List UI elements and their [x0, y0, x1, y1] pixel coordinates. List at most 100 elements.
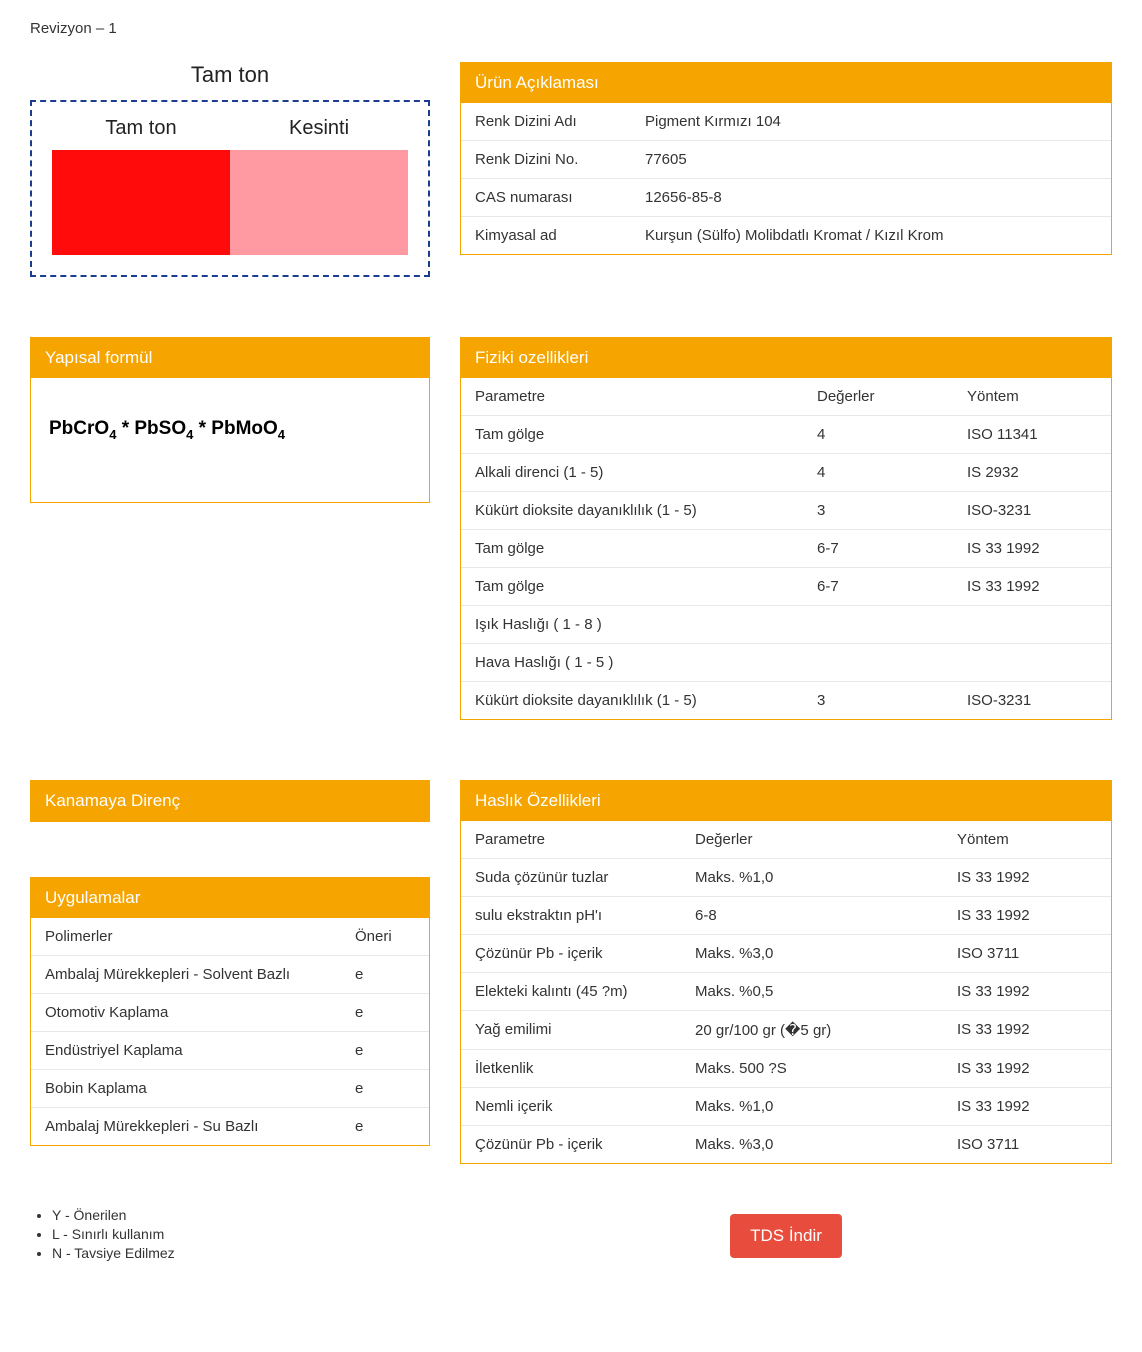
download-button[interactable]: TDS İndir: [730, 1214, 842, 1258]
fastness-c2: 20 gr/100 gr (�5 gr): [695, 1021, 957, 1039]
fastness-row: Suda çözünür tuzlarMaks. %1,0IS 33 1992: [461, 859, 1111, 897]
physical-c2: [817, 616, 967, 633]
physical-c2: 3: [817, 692, 967, 709]
physical-c3: [967, 616, 1097, 633]
applications-body: PolimerlerÖneriAmbalaj Mürekkepleri - So…: [31, 918, 429, 1145]
physical-c1: Tam gölge: [475, 578, 817, 595]
physical-c2: 4: [817, 426, 967, 443]
applications-c2: e: [355, 1118, 415, 1135]
fastness-c1: Nemli içerik: [475, 1098, 695, 1115]
physical-h-c2: Değerler: [817, 388, 967, 405]
fastness-c1: sulu ekstraktın pH'ı: [475, 907, 695, 924]
fastness-row: İletkenlikMaks. 500 ?SIS 33 1992: [461, 1050, 1111, 1088]
physical-body: ParametreDeğerlerYöntemTam gölge4ISO 113…: [461, 378, 1111, 719]
fastness-row: Elekteki kalıntı (45 ?m)Maks. %0,5IS 33 …: [461, 973, 1111, 1011]
physical-c1: Alkali direnci (1 - 5): [475, 464, 817, 481]
physical-c3: ISO-3231: [967, 692, 1097, 709]
product-desc-title: Ürün Açıklaması: [461, 63, 1111, 103]
applications-row: Otomotiv Kaplamae: [31, 994, 429, 1032]
physical-c2: 6-7: [817, 578, 967, 595]
swatch-section: Tam ton Tam ton Kesinti: [30, 62, 430, 277]
physical-c3: IS 33 1992: [967, 578, 1097, 595]
fastness-c1: İletkenlik: [475, 1060, 695, 1077]
physical-c1: Tam gölge: [475, 540, 817, 557]
product-desc-row: CAS numarası12656-85-8: [461, 179, 1111, 217]
applications-row: Ambalaj Mürekkepleri - Su Bazlıe: [31, 1108, 429, 1145]
physical-section: Fiziki ozellikleri ParametreDeğerlerYönt…: [460, 337, 1112, 720]
fastness-row: Çözünür Pb - içerikMaks. %3,0ISO 3711: [461, 1126, 1111, 1163]
applications-row: Ambalaj Mürekkepleri - Solvent Bazlıe: [31, 956, 429, 994]
download-wrap: TDS İndir: [460, 1214, 1112, 1264]
physical-row: Tam gölge4ISO 11341: [461, 416, 1111, 454]
fastness-c1: Suda çözünür tuzlar: [475, 869, 695, 886]
product-desc-value: Pigment Kırmızı 104: [645, 113, 1097, 130]
fastness-c3: IS 33 1992: [957, 907, 1097, 924]
physical-row: Hava Haslığı ( 1 - 5 ): [461, 644, 1111, 682]
fastness-c2: Maks. %0,5: [695, 983, 957, 1000]
product-desc-row: Renk Dizini AdıPigment Kırmızı 104: [461, 103, 1111, 141]
product-desc-value: Kurşun (Sülfo) Molibdatlı Kromat / Kızıl…: [645, 227, 1097, 244]
legend-item: N - Tavsiye Edilmez: [52, 1245, 430, 1261]
fastness-section: Haslık Özellikleri ParametreDeğerlerYönt…: [460, 780, 1112, 1164]
fastness-row: Nemli içerikMaks. %1,0IS 33 1992: [461, 1088, 1111, 1126]
swatch-colors: [52, 150, 408, 255]
fastness-row: Çözünür Pb - içerikMaks. %3,0ISO 3711: [461, 935, 1111, 973]
physical-row: Kükürt dioksite dayanıklılık (1 - 5)3ISO…: [461, 682, 1111, 719]
legend: Y - Önerilen L - Sınırlı kullanım N - Tavs…: [30, 1204, 430, 1264]
physical-row: Kükürt dioksite dayanıklılık (1 - 5)3ISO…: [461, 492, 1111, 530]
fastness-c3: ISO 3711: [957, 1136, 1097, 1153]
fastness-c1: Yağ emilimi: [475, 1021, 695, 1039]
swatch-left-color: [52, 150, 230, 255]
physical-row: Işık Haslığı ( 1 - 8 ): [461, 606, 1111, 644]
applications-h-c1: Polimerler: [45, 928, 355, 945]
product-desc-label: Renk Dizini No.: [475, 151, 645, 168]
fastness-panel: Haslık Özellikleri ParametreDeğerlerYönt…: [460, 780, 1112, 1164]
physical-c2: [817, 654, 967, 671]
row-3: Kanamaya Direnç Uygulamalar PolimerlerÖn…: [30, 780, 1112, 1164]
swatch-box: Tam ton Kesinti: [30, 100, 430, 277]
fastness-c3: ISO 3711: [957, 945, 1097, 962]
applications-c1: Ambalaj Mürekkepleri - Solvent Bazlı: [45, 966, 355, 983]
fastness-c3: IS 33 1992: [957, 1098, 1097, 1115]
product-desc-label: Kimyasal ad: [475, 227, 645, 244]
physical-c3: IS 2932: [967, 464, 1097, 481]
physical-c1: Tam gölge: [475, 426, 817, 443]
product-desc-row: Renk Dizini No.77605: [461, 141, 1111, 179]
physical-panel: Fiziki ozellikleri ParametreDeğerlerYönt…: [460, 337, 1112, 720]
bleeding-title: Kanamaya Direnç: [31, 781, 429, 821]
applications-row: Endüstriyel Kaplamae: [31, 1032, 429, 1070]
applications-c2: e: [355, 966, 415, 983]
applications-c1: Endüstriyel Kaplama: [45, 1042, 355, 1059]
physical-c1: Işık Haslığı ( 1 - 8 ): [475, 616, 817, 633]
physical-c1: Kükürt dioksite dayanıklılık (1 - 5): [475, 692, 817, 709]
fastness-c2: Maks. %3,0: [695, 1136, 957, 1153]
fastness-c1: Çözünür Pb - içerik: [475, 945, 695, 962]
fastness-c1: Elekteki kalıntı (45 ?m): [475, 983, 695, 1000]
fastness-h-c1: Parametre: [475, 831, 695, 848]
applications-c2: e: [355, 1004, 415, 1021]
applications-panel: Uygulamalar PolimerlerÖneriAmbalaj Mürek…: [30, 877, 430, 1146]
row-2: Yapısal formül PbCrO4 * PbSO4 * PbMoO4 F…: [30, 337, 1112, 720]
fastness-c3: IS 33 1992: [957, 1021, 1097, 1039]
swatch-headers: Tam ton Kesinti: [52, 117, 408, 140]
applications-title: Uygulamalar: [31, 878, 429, 918]
legend-list: Y - Önerilen L - Sınırlı kullanım N - Tavs…: [30, 1207, 430, 1261]
fastness-h-c3: Yöntem: [957, 831, 1097, 848]
fastness-h-c2: Değerler: [695, 831, 957, 848]
legend-item: L - Sınırlı kullanım: [52, 1226, 430, 1242]
formula-title: Yapısal formül: [31, 338, 429, 378]
product-desc-row: Kimyasal adKurşun (Sülfo) Molibdatlı Kro…: [461, 217, 1111, 254]
legend-item: Y - Önerilen: [52, 1207, 430, 1223]
physical-c3: IS 33 1992: [967, 540, 1097, 557]
physical-c1: Kükürt dioksite dayanıklılık (1 - 5): [475, 502, 817, 519]
product-desc-body: Renk Dizini AdıPigment Kırmızı 104Renk D…: [461, 103, 1111, 254]
left-col-3: Kanamaya Direnç Uygulamalar PolimerlerÖn…: [30, 780, 430, 1164]
physical-c3: [967, 654, 1097, 671]
revision-text: Revizyon – 1: [30, 20, 1112, 37]
physical-c1: Hava Haslığı ( 1 - 5 ): [475, 654, 817, 671]
fastness-c2: Maks. %1,0: [695, 1098, 957, 1115]
physical-c2: 3: [817, 502, 967, 519]
physical-h-c3: Yöntem: [967, 388, 1097, 405]
applications-c2: e: [355, 1080, 415, 1097]
swatch-left-label: Tam ton: [52, 117, 230, 140]
